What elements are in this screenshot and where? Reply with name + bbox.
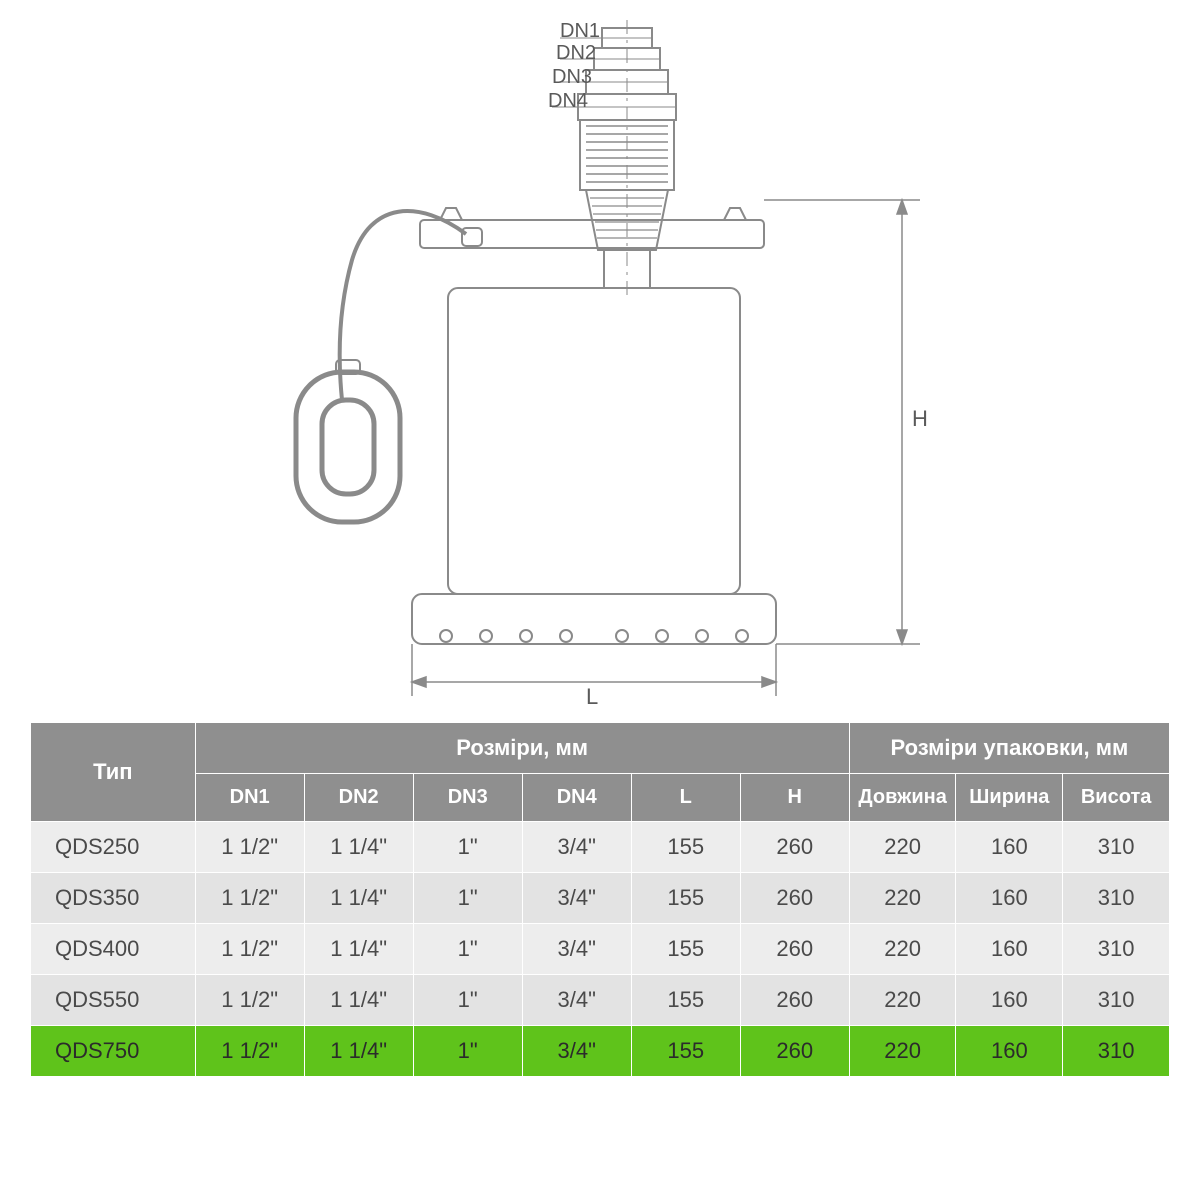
cell-len: 220: [849, 975, 956, 1026]
table-row: QDS4001 1/2"1 1/4"1"3/4"155260220160310: [31, 924, 1170, 975]
cell-H: 260: [740, 873, 849, 924]
dim-h-label: H: [912, 406, 928, 432]
cell-L: 155: [631, 924, 740, 975]
cell-wid: 160: [956, 924, 1063, 975]
th-wid: Ширина: [956, 774, 1063, 822]
cell-len: 220: [849, 924, 956, 975]
th-H: H: [740, 774, 849, 822]
cell-dn2: 1 1/4": [304, 822, 413, 873]
cell-wid: 160: [956, 822, 1063, 873]
th-L: L: [631, 774, 740, 822]
cell-dn1: 1 1/2": [195, 1026, 304, 1077]
cell-len: 220: [849, 873, 956, 924]
cell-dn2: 1 1/4": [304, 1026, 413, 1077]
table-row: QDS7501 1/2"1 1/4"1"3/4"155260220160310: [31, 1026, 1170, 1077]
cell-dn2: 1 1/4": [304, 924, 413, 975]
cell-len: 220: [849, 822, 956, 873]
cell-L: 155: [631, 822, 740, 873]
cell-dn3: 1": [413, 873, 522, 924]
cell-wid: 160: [956, 975, 1063, 1026]
cell-type: QDS250: [31, 822, 196, 873]
th-dn2: DN2: [304, 774, 413, 822]
th-pkg-group: Розміри упаковки, мм: [849, 723, 1169, 774]
cell-dn3: 1": [413, 924, 522, 975]
dn4-label: DN4: [548, 90, 588, 113]
th-dn1: DN1: [195, 774, 304, 822]
cell-wid: 160: [956, 1026, 1063, 1077]
th-dn4: DN4: [522, 774, 631, 822]
pump-drawing-svg: [0, 0, 1200, 710]
cell-H: 260: [740, 975, 849, 1026]
cell-L: 155: [631, 1026, 740, 1077]
th-sizes-group: Розміри, мм: [195, 723, 849, 774]
table-row: QDS2501 1/2"1 1/4"1"3/4"155260220160310: [31, 822, 1170, 873]
th-len: Довжина: [849, 774, 956, 822]
table-row: QDS5501 1/2"1 1/4"1"3/4"155260220160310: [31, 975, 1170, 1026]
cell-dn4: 3/4": [522, 975, 631, 1026]
cell-dn2: 1 1/4": [304, 975, 413, 1026]
cell-hei: 310: [1063, 873, 1170, 924]
cell-dn1: 1 1/2": [195, 873, 304, 924]
cell-dn3: 1": [413, 822, 522, 873]
cell-len: 220: [849, 1026, 956, 1077]
cell-dn4: 3/4": [522, 924, 631, 975]
cell-type: QDS400: [31, 924, 196, 975]
cell-hei: 310: [1063, 1026, 1170, 1077]
table-row: QDS3501 1/2"1 1/4"1"3/4"155260220160310: [31, 873, 1170, 924]
pump-diagram: DN1 DN2 DN3 DN4 H L: [0, 0, 1200, 710]
cell-H: 260: [740, 924, 849, 975]
cell-dn4: 3/4": [522, 822, 631, 873]
th-type: Тип: [31, 723, 196, 822]
cell-L: 155: [631, 873, 740, 924]
cell-dn1: 1 1/2": [195, 822, 304, 873]
cell-hei: 310: [1063, 975, 1170, 1026]
cell-type: QDS350: [31, 873, 196, 924]
dn1-label: DN1: [560, 20, 600, 43]
cell-H: 260: [740, 1026, 849, 1077]
cell-dn3: 1": [413, 1026, 522, 1077]
th-hei: Висота: [1063, 774, 1170, 822]
cell-dn2: 1 1/4": [304, 873, 413, 924]
spec-table: Тип Розміри, мм Розміри упаковки, мм DN1…: [30, 722, 1170, 1077]
dn3-label: DN3: [552, 66, 592, 89]
cell-dn3: 1": [413, 975, 522, 1026]
cell-dn4: 3/4": [522, 1026, 631, 1077]
cell-dn1: 1 1/2": [195, 975, 304, 1026]
dim-l-label: L: [586, 684, 598, 710]
dn2-label: DN2: [556, 42, 596, 65]
cell-type: QDS550: [31, 975, 196, 1026]
cell-wid: 160: [956, 873, 1063, 924]
cell-hei: 310: [1063, 924, 1170, 975]
spec-table-area: Тип Розміри, мм Розміри упаковки, мм DN1…: [0, 710, 1200, 1077]
th-dn3: DN3: [413, 774, 522, 822]
cell-H: 260: [740, 822, 849, 873]
cell-L: 155: [631, 975, 740, 1026]
cell-dn1: 1 1/2": [195, 924, 304, 975]
cell-dn4: 3/4": [522, 873, 631, 924]
cell-hei: 310: [1063, 822, 1170, 873]
cell-type: QDS750: [31, 1026, 196, 1077]
